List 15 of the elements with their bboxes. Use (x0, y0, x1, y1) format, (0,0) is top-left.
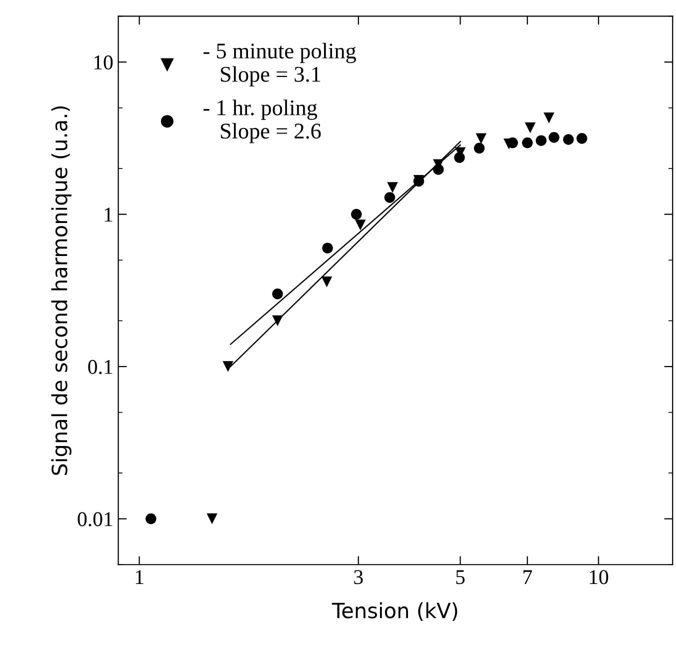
x-tick-label: 1 (136, 570, 144, 584)
y-tick-label: 0.1 (88, 360, 112, 374)
x-tick-label: 5 (456, 570, 465, 584)
x-tick-label: 7 (524, 570, 532, 584)
legend-label: - 5 minute poling (204, 42, 356, 64)
y-tick-label: 0.01 (78, 512, 112, 526)
annotation: Slope = 3.1 (220, 66, 320, 86)
legend-label: - 1 hr. poling (204, 100, 318, 120)
x-axis-title: Tension (kV) (332, 602, 458, 621)
y-tick-label: 1 (104, 208, 112, 222)
y-tick-label: 10 (94, 55, 113, 70)
x-tick-label: 10 (590, 570, 608, 584)
y-axis-title: Signal de second harmonique (u.a.) (51, 106, 72, 475)
x-tick-label: 3 (354, 570, 363, 584)
annotation: Slope = 2.6 (220, 122, 321, 144)
